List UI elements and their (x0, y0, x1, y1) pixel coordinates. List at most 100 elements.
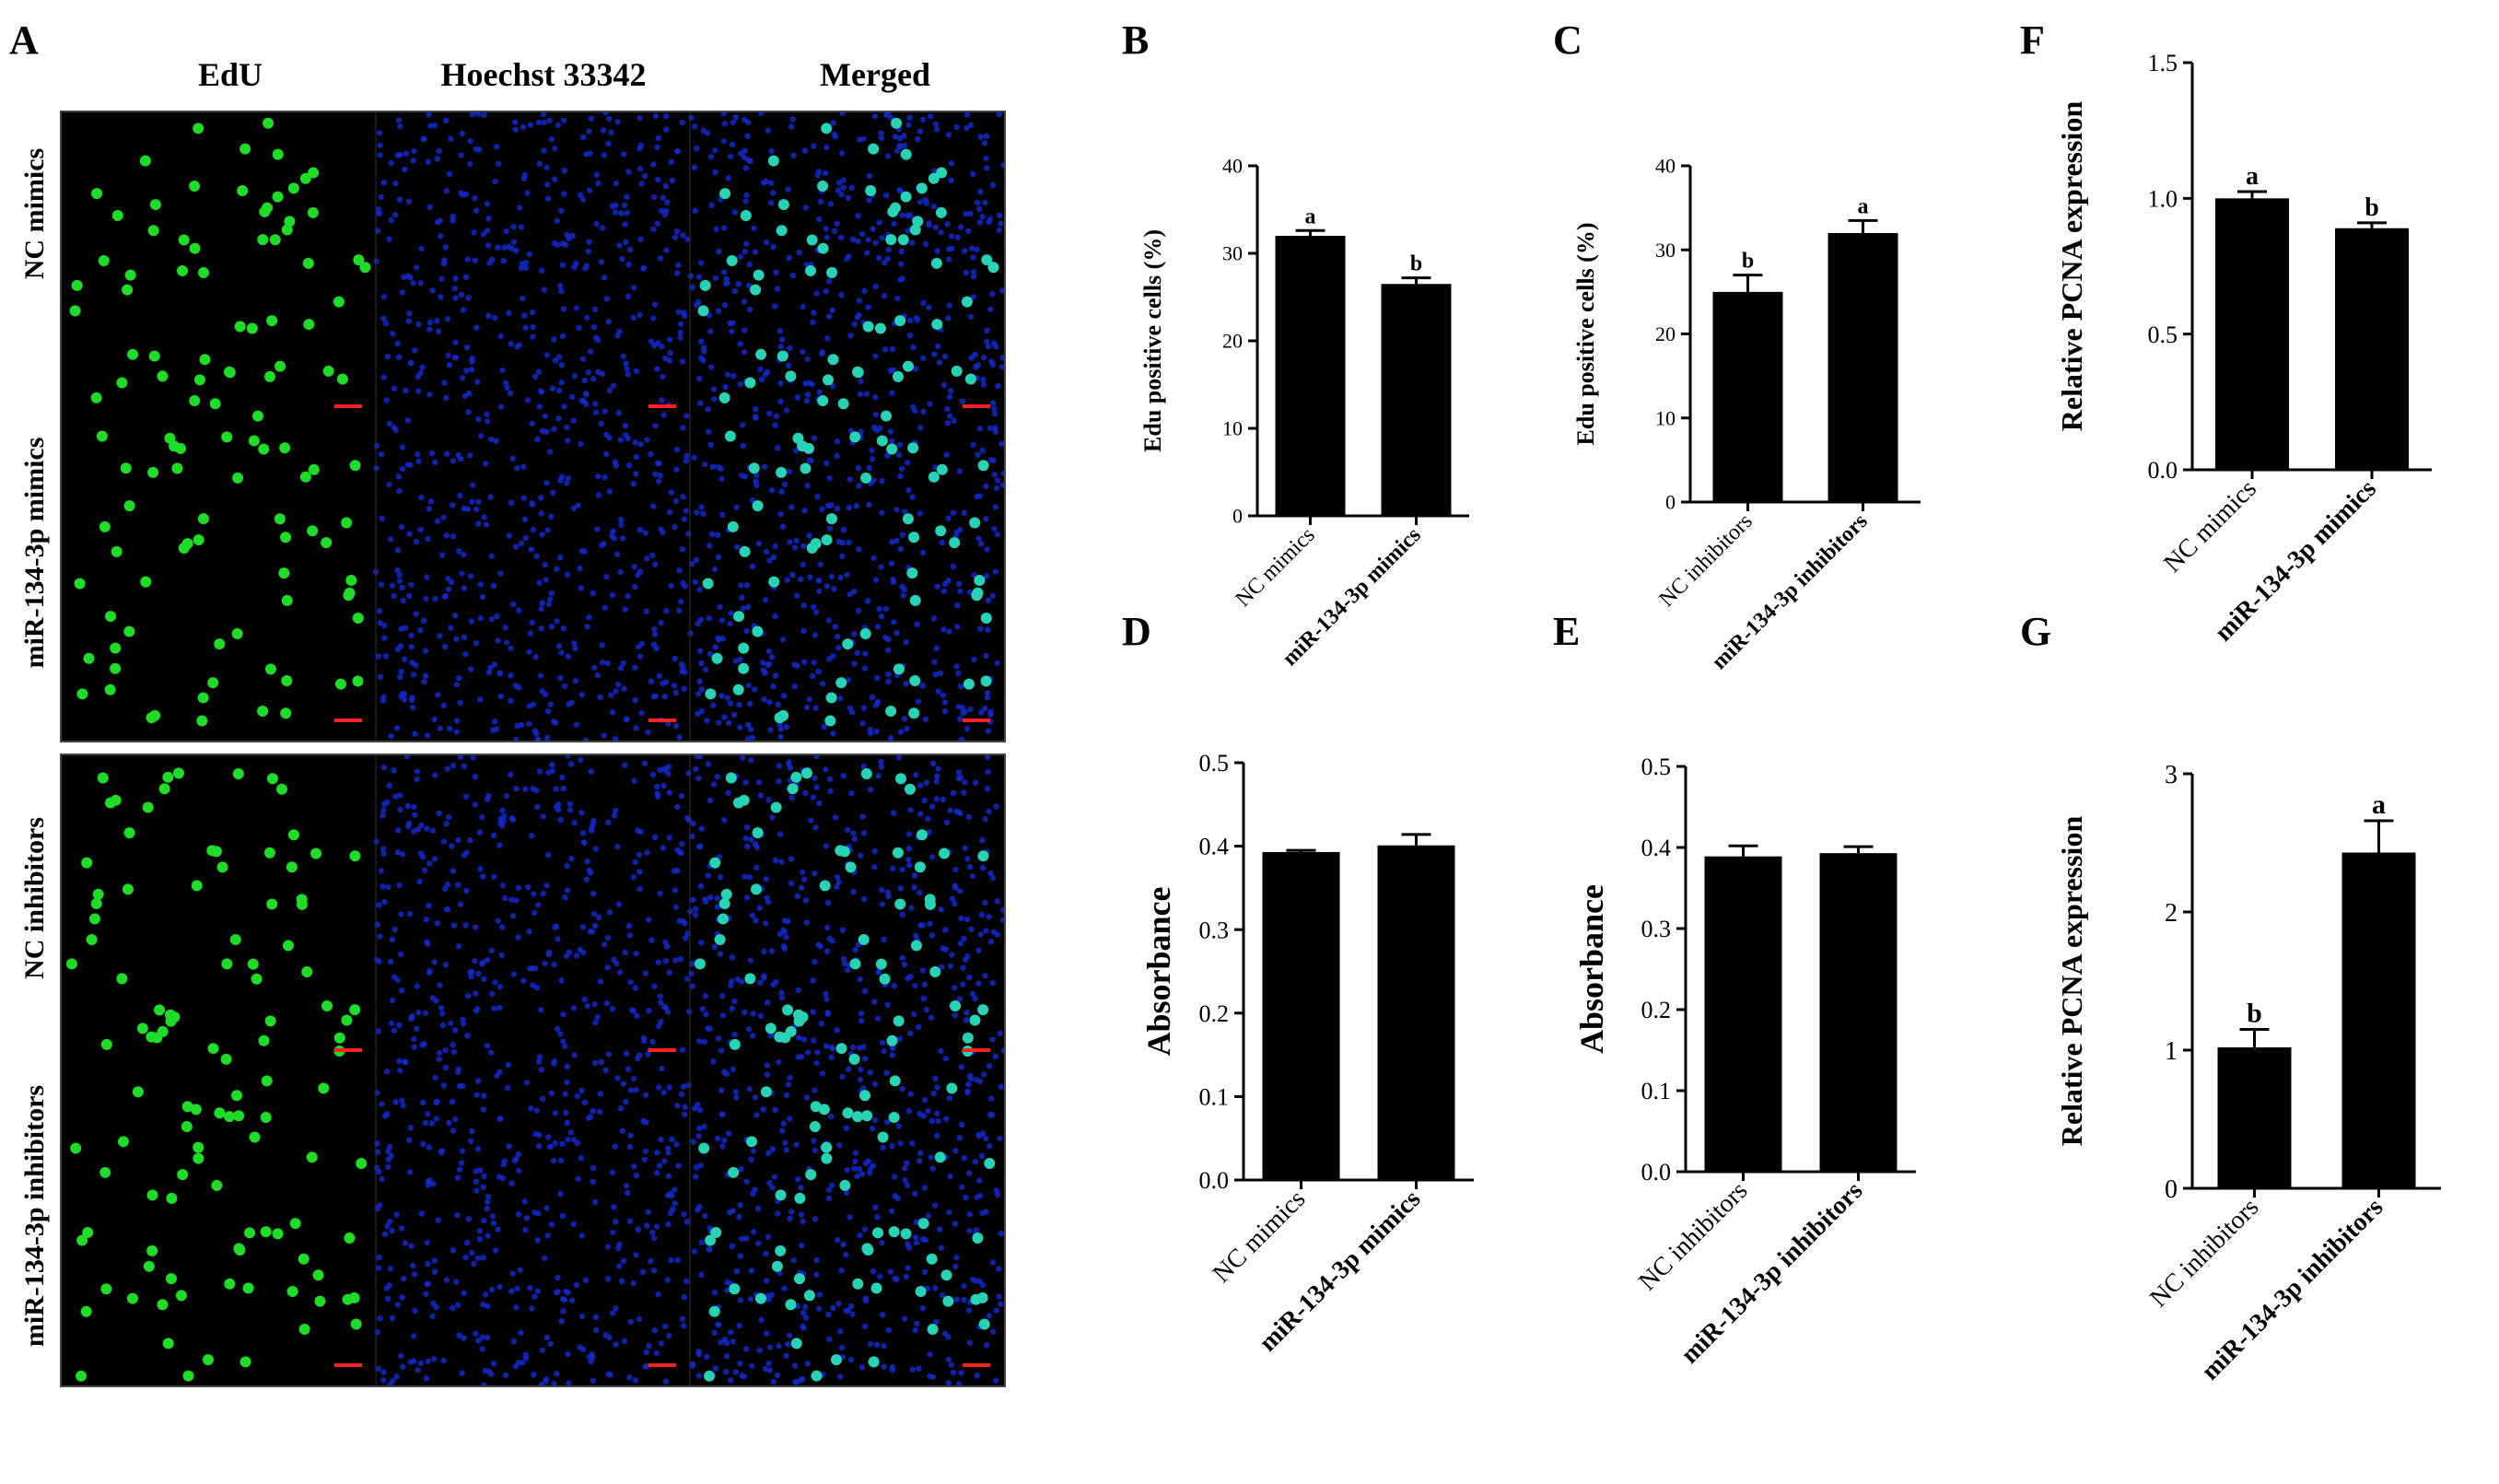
y-tick-label: 0.3 (1641, 916, 1672, 942)
y-axis-label: Relative PCNA expression (2055, 101, 2088, 432)
category-label: NC mimics (1208, 1185, 1312, 1289)
panel-label-e: E (1553, 609, 1581, 654)
y-tick-label: 0.2 (1641, 997, 1672, 1023)
bar (2215, 198, 2289, 471)
row-label-nc-inhibitors: NC inhibitors (19, 817, 50, 979)
category-label: NC inhibitors (1633, 1176, 1753, 1296)
y-tick-label: 0 (1665, 491, 1676, 514)
y-tick-label: 0.5 (1199, 750, 1230, 777)
bar (1275, 236, 1346, 516)
scale-bar (334, 1048, 362, 1052)
bar (1819, 853, 1898, 1172)
bar (1262, 851, 1340, 1180)
microscopy-block-inhibitors (60, 754, 1006, 1387)
y-tick-label: 0.0 (1641, 1159, 1672, 1186)
y-tick-label: 3 (2165, 761, 2178, 789)
scale-bar (334, 1363, 362, 1367)
y-tick-label: 40 (1222, 155, 1243, 178)
significance-letter: a (1305, 204, 1316, 228)
y-tick-label: 0.4 (1641, 835, 1672, 861)
microscopy-field (687, 112, 1004, 428)
scale-bar (334, 719, 362, 722)
category-label: NC inhibitors (2144, 1193, 2264, 1313)
scale-bar (963, 1363, 990, 1367)
y-tick-label: 0 (1232, 505, 1243, 528)
scale-bar (334, 404, 362, 408)
chart-d-absorbance-mimics: 0.0 0.1 0.2 0.3 0.4 0.5 Absorbance NC mimics miR… (1133, 737, 1520, 1455)
y-tick-label: 1.0 (2148, 185, 2178, 212)
y-tick-label: 30 (1222, 242, 1243, 265)
bar (1828, 233, 1898, 502)
significance-letter: a (2246, 162, 2259, 191)
bar (2341, 852, 2416, 1188)
y-tick-label: 0.1 (1641, 1078, 1672, 1104)
chart-svg: 0.0 0.1 0.2 0.3 0.4 0.5 Absorbance NC inhibitor… (1573, 754, 1916, 1370)
microscopy-image (69, 112, 1004, 741)
y-axis-label: Edu positive cells (%) (1572, 223, 1599, 446)
row-label-nc-mimics: NC mimics (19, 147, 50, 280)
scale-bar (648, 1048, 676, 1052)
microscopy-field (70, 1075, 368, 1382)
column-header-hoechst: Hoechst 33342 (440, 56, 647, 93)
chart-b-edu-mimics: 0 10 20 30 40 Edu positive cells (%) a NC mimic… (1133, 138, 1520, 671)
y-axis-label: Relative PCNA expression (2055, 816, 2088, 1147)
chart-svg: 0 1 2 3 Relative PCNA expression b NC inhibito… (2055, 761, 2441, 1386)
panel-label-c: C (1553, 18, 1582, 63)
row-label-mir-inhibitors: miR-134-3p inhibitors (19, 1084, 50, 1348)
panel-label-f: F (2020, 18, 2045, 63)
y-tick-label: 0 (2165, 1175, 2178, 1204)
scale-bar (963, 719, 990, 722)
y-tick-label: 0.5 (2148, 321, 2178, 348)
significance-letter: a (1858, 194, 1869, 218)
column-header-edu: EdU (197, 56, 263, 93)
chart-svg: 0.0 0.5 1.0 1.5 Relative PCNA expression a NC … (2055, 50, 2432, 647)
y-axis-label: Absorbance (1573, 884, 1610, 1054)
y-tick-label: 2 (2165, 899, 2178, 928)
y-tick-label: 30 (1655, 239, 1676, 262)
microscopy-field (372, 424, 692, 741)
chart-svg: 0 10 20 30 40 Edu positive cells (%) b NC inhib… (1572, 155, 1921, 674)
y-tick-label: 10 (1655, 406, 1676, 429)
scale-bar (648, 404, 676, 408)
significance-letter: b (2247, 999, 2262, 1029)
scale-bar (648, 719, 676, 722)
chart-g-pcna-inhibitors: 0 1 2 3 Relative PCNA expression b NC inhibito… (2026, 737, 2496, 1474)
y-tick-label: 1 (2165, 1037, 2178, 1066)
significance-letter: a (2372, 789, 2386, 820)
y-tick-label: 1.5 (2148, 50, 2178, 76)
row-label-mir-mimics: miR-134-3p mimics (19, 437, 50, 669)
y-tick-label: 10 (1222, 417, 1243, 440)
microscopy-field (374, 1068, 692, 1385)
y-axis-label: Edu positive cells (%) (1139, 229, 1166, 452)
column-header-merged: Merged (820, 56, 930, 93)
microscopy-field (65, 767, 362, 1065)
category-label: NC mimics (1232, 523, 1320, 612)
microscopy-field (689, 1069, 1004, 1385)
panel-label-b: B (1122, 18, 1150, 63)
microscopy-image (65, 755, 1004, 1385)
category-label: NC mimics (2158, 474, 2262, 578)
microscopy-field (687, 424, 1004, 741)
significance-letter: b (1742, 250, 1754, 274)
y-tick-label: 0.3 (1199, 917, 1230, 943)
significance-letter: b (2365, 193, 2379, 222)
microscopy-field (74, 430, 364, 727)
scale-bar (963, 1048, 990, 1052)
microscopy-block-mimics (60, 111, 1006, 742)
bar (2217, 1047, 2292, 1188)
y-tick-label: 0.0 (2148, 457, 2178, 484)
chart-c-edu-inhibitors: 0 10 20 30 40 Edu positive cells (%) b NC inhib… (1566, 138, 1990, 674)
bar (1704, 856, 1782, 1172)
y-tick-label: 0.5 (1641, 754, 1672, 780)
microscopy-field (687, 755, 1004, 1073)
microscopy-field (69, 117, 371, 422)
bar (1377, 845, 1455, 1180)
category-label: NC inhibitors (1654, 509, 1757, 612)
bar (1712, 291, 1783, 502)
y-tick-label: 0.4 (1199, 834, 1230, 860)
bar (1381, 284, 1452, 516)
y-tick-label: 0.1 (1199, 1084, 1230, 1111)
chart-f-pcna-mimics: 0.0 0.5 1.0 1.5 Relative PCNA expression a NC … (2026, 37, 2496, 647)
chart-e-absorbance-inhibitors: 0.0 0.1 0.2 0.3 0.4 0.5 Absorbance NC inhibitor… (1566, 737, 1990, 1455)
